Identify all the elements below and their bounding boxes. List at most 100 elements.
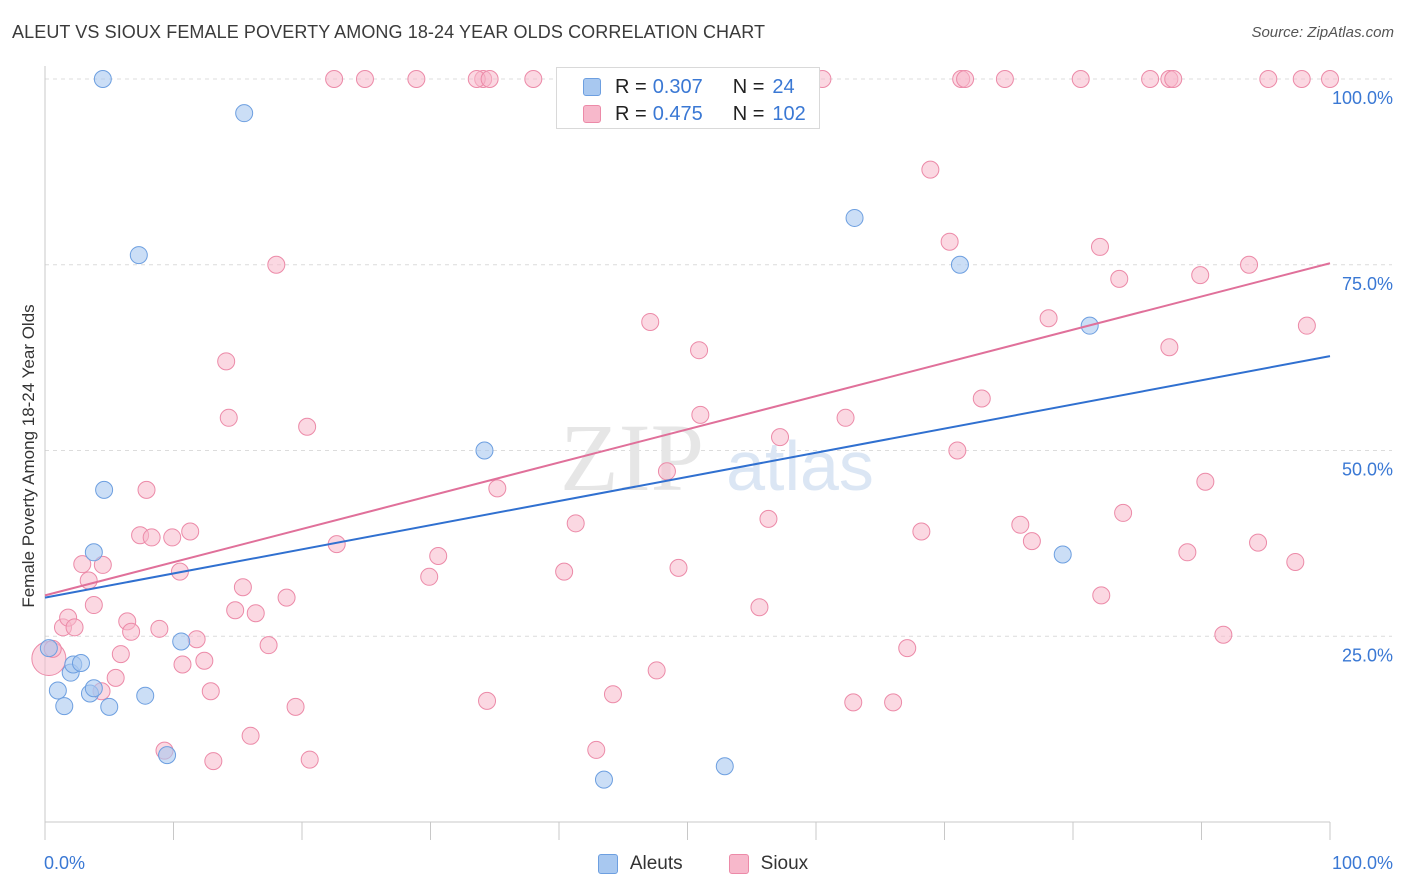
sioux-point — [298, 417, 317, 436]
sioux-point — [912, 522, 931, 541]
sioux-point — [106, 668, 125, 687]
sioux-point — [1191, 266, 1210, 285]
sioux-point — [771, 428, 790, 447]
y-tick-label: 25.0% — [1342, 645, 1393, 665]
sioux-point — [524, 70, 543, 88]
sioux-point — [1297, 316, 1316, 335]
y-tick-label: 50.0% — [1342, 460, 1393, 480]
sioux-point — [267, 255, 286, 274]
sioux-point — [1071, 70, 1090, 88]
sioux-point — [921, 160, 940, 179]
sioux-point — [641, 312, 660, 331]
aleut-point — [158, 746, 177, 765]
chart-title: ALEUT VS SIOUX FEMALE POVERTY AMONG 18-2… — [12, 22, 766, 42]
sioux-point — [669, 558, 688, 577]
watermark: ZIP atlas — [560, 404, 874, 511]
sioux-point — [898, 639, 917, 658]
legend-item-sioux[interactable]: Sioux — [728, 853, 809, 875]
sioux-point — [407, 70, 426, 88]
legend-swatch-sioux — [583, 105, 601, 123]
source-credit: Source: ZipAtlas.com — [1251, 24, 1394, 41]
sioux-point — [940, 232, 959, 251]
sioux-point — [137, 480, 156, 499]
sioux-point — [142, 528, 161, 547]
sioux-point — [1292, 70, 1311, 88]
legend-r-value: 0.475 — [652, 102, 703, 125]
legend-swatch-sioux — [728, 854, 749, 874]
watermark-zip: ZIP — [560, 404, 704, 511]
legend-r-label: R = — [615, 75, 647, 98]
sioux-point — [1286, 552, 1305, 571]
trend-lines — [44, 262, 1331, 599]
sioux-point — [844, 693, 863, 712]
sioux-point — [420, 567, 439, 586]
sioux-point — [566, 514, 585, 533]
sioux-point — [429, 547, 448, 566]
aleut-point — [594, 770, 613, 789]
sioux-point — [73, 555, 92, 574]
legend-n-label: N = — [732, 102, 765, 125]
sioux-point — [603, 685, 622, 704]
x-tick-label: 0.0% — [44, 853, 85, 873]
sioux-point — [1011, 515, 1030, 534]
sioux-point — [204, 752, 223, 771]
sioux-point — [325, 70, 344, 88]
sioux-point — [300, 750, 319, 769]
aleut-point — [84, 543, 103, 562]
legend-r-value: 0.307 — [652, 75, 703, 98]
aleut-point — [1053, 545, 1072, 564]
sioux-point — [1090, 237, 1109, 256]
sioux-point — [1092, 586, 1111, 605]
sioux-point — [587, 740, 606, 759]
legend-n-value: 24 — [772, 75, 795, 98]
sioux-point — [259, 636, 278, 655]
tick-labels: 25.0% 50.0% 75.0% 100.0% 0.0% 100.0% — [44, 88, 1393, 873]
sioux-point — [1196, 472, 1215, 491]
sioux-point — [836, 408, 855, 427]
sioux-point — [1259, 70, 1278, 88]
sioux-point — [187, 630, 206, 649]
sioux-point — [690, 341, 709, 360]
sioux-point — [195, 651, 214, 670]
correlation-legend: R = 0.307 N = 24 R = 0.475 N = 102 — [556, 67, 820, 129]
legend-swatch-aleuts — [597, 854, 618, 874]
axes — [44, 66, 1331, 840]
y-axis-label: Female Poverty Among 18-24 Year Olds — [19, 304, 38, 607]
sioux-point — [995, 70, 1014, 88]
sioux-point — [111, 645, 130, 664]
sioux-point — [219, 408, 238, 427]
sioux-point — [65, 618, 84, 637]
aleut-point — [172, 632, 191, 651]
sioux-point — [355, 70, 374, 88]
sioux-point — [647, 661, 666, 680]
sioux-point — [478, 691, 497, 710]
sioux-point — [241, 726, 260, 745]
sioux-point — [1110, 269, 1129, 288]
legend-row-aleuts: R = 0.307 N = 24 — [583, 74, 795, 100]
sioux-point — [226, 601, 245, 620]
data-points — [31, 70, 1339, 789]
aleut-point — [950, 255, 969, 274]
aleut-point — [475, 441, 494, 460]
sioux-point — [122, 622, 141, 641]
y-tick-label: 100.0% — [1332, 88, 1393, 108]
sioux-point — [173, 655, 192, 674]
sioux-point — [1164, 70, 1183, 88]
sioux-point — [657, 462, 676, 481]
legend-n-label: N = — [732, 75, 765, 98]
aleut-point — [235, 104, 254, 123]
sioux-point — [201, 682, 220, 701]
legend-item-aleuts[interactable]: Aleuts — [597, 853, 683, 875]
aleut-point — [845, 208, 864, 227]
sioux-point — [181, 522, 200, 541]
sioux-point — [956, 70, 975, 88]
aleut-point — [136, 686, 155, 705]
legend-n-value: 102 — [772, 102, 806, 125]
sioux-point — [277, 588, 296, 607]
aleut-point — [715, 757, 734, 776]
sioux-point — [150, 619, 169, 638]
legend-label-sioux: Sioux — [760, 853, 809, 874]
sioux-point — [972, 389, 991, 408]
sioux-point — [1141, 70, 1160, 88]
sioux-trend-line — [44, 262, 1331, 597]
